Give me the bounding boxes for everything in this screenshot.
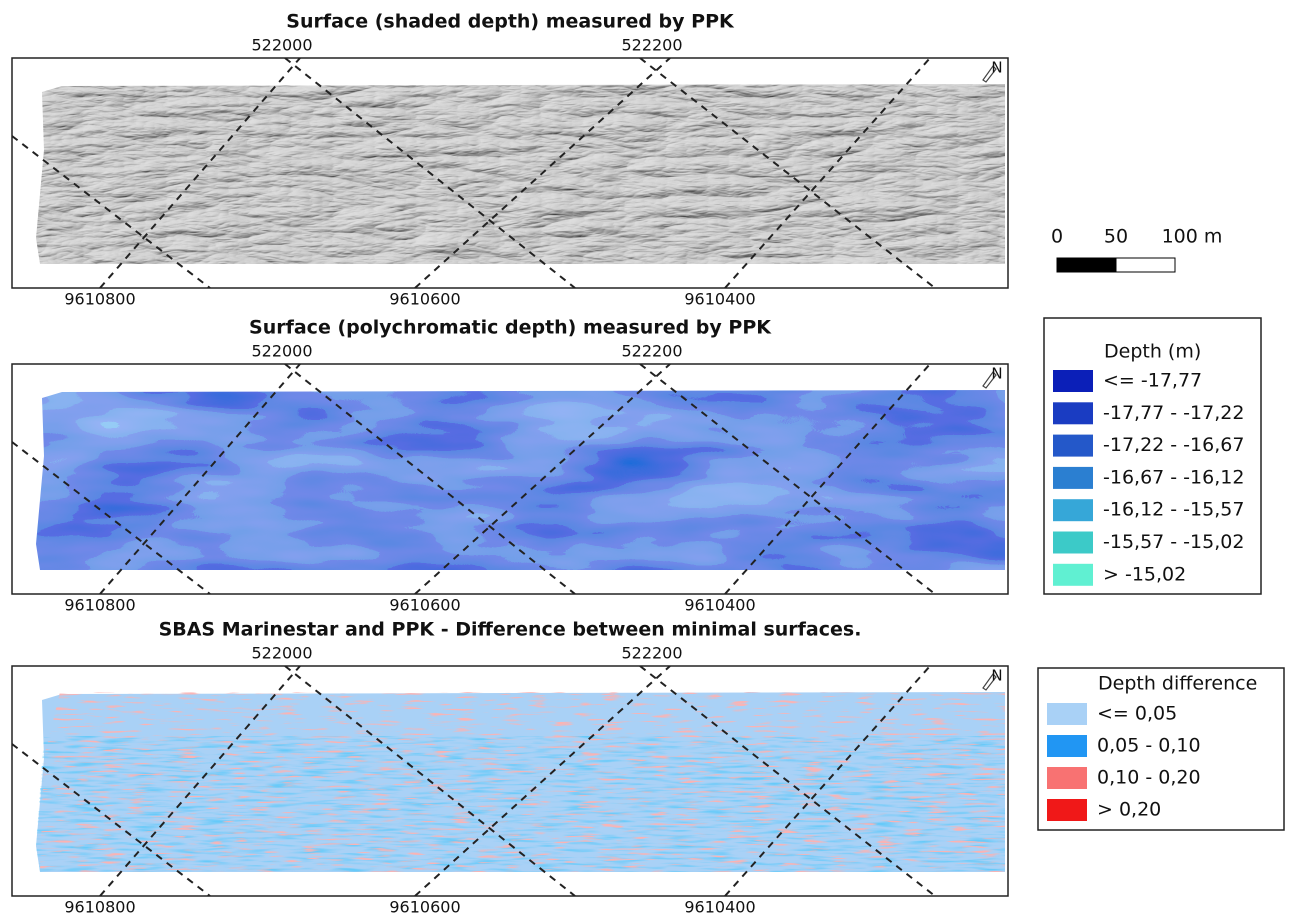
north-label: N <box>991 667 1002 685</box>
coord-label: 522200 <box>621 644 682 663</box>
coord-label: 522000 <box>251 36 312 55</box>
coord-label: 522200 <box>621 342 682 361</box>
legend-swatch <box>1047 799 1087 821</box>
panel-title: Surface (shaded depth) measured by PPK <box>286 11 735 33</box>
coord-label: 9610800 <box>64 290 135 309</box>
scale-label: 100 m <box>1162 226 1223 248</box>
legend-label: <= -17,77 <box>1103 370 1202 392</box>
scale-bar <box>1116 258 1175 272</box>
map-panel: N <box>12 58 1008 288</box>
legend-label: -15,57 - -15,02 <box>1103 531 1244 553</box>
map-panel: N <box>12 666 1008 896</box>
legend-label: -17,77 - -17,22 <box>1103 402 1244 424</box>
surface-texture <box>40 692 1005 872</box>
coord-label: 9610400 <box>684 898 755 917</box>
legend-label: > -15,02 <box>1103 563 1186 585</box>
surface <box>36 84 1005 264</box>
legend-label: > 0,20 <box>1097 799 1161 821</box>
legend-label: -16,12 - -15,57 <box>1103 499 1244 521</box>
legend-swatch <box>1053 499 1093 521</box>
map-panel: N <box>12 364 1008 594</box>
panel-title: Surface (polychromatic depth) measured b… <box>249 317 772 339</box>
legend-label: <= 0,05 <box>1097 703 1177 725</box>
legend-label: -16,67 - -16,12 <box>1103 466 1244 488</box>
coord-label: 9610600 <box>389 898 460 917</box>
legend-swatch <box>1053 467 1093 489</box>
legend-swatch <box>1053 564 1093 586</box>
north-label: N <box>991 365 1002 383</box>
scale-bar <box>1057 258 1116 272</box>
legend-swatch <box>1053 435 1093 457</box>
legend-swatch <box>1047 703 1087 725</box>
legend-swatch <box>1047 735 1087 757</box>
coord-label: 9610600 <box>389 596 460 615</box>
coord-label: 9610600 <box>389 290 460 309</box>
legend-swatch <box>1053 532 1093 554</box>
panel-title: SBAS Marinestar and PPK - Difference bet… <box>159 619 862 641</box>
legend-label: -17,22 - -16,67 <box>1103 434 1244 456</box>
legend-label: 0,10 - 0,20 <box>1097 767 1201 789</box>
figure: Surface (shaded depth) measured by PPK 52… <box>0 0 1295 918</box>
coord-label: 522000 <box>251 644 312 663</box>
coord-label: 9610400 <box>684 290 755 309</box>
coord-label: 9610400 <box>684 596 755 615</box>
north-label: N <box>991 59 1002 77</box>
coord-label: 522000 <box>251 342 312 361</box>
legend-title: Depth (m) <box>1104 341 1201 363</box>
scale-label: 50 <box>1104 226 1128 248</box>
legend-title: Depth difference <box>1098 673 1257 695</box>
surface <box>36 390 1005 570</box>
coord-label: 9610800 <box>64 898 135 917</box>
legend-swatch <box>1053 402 1093 424</box>
coord-label: 9610800 <box>64 596 135 615</box>
legend-swatch <box>1053 370 1093 392</box>
legend-label: 0,05 - 0,10 <box>1097 735 1201 757</box>
legend-swatch <box>1047 767 1087 789</box>
scale-label: 0 <box>1051 226 1063 248</box>
coord-label: 522200 <box>621 36 682 55</box>
